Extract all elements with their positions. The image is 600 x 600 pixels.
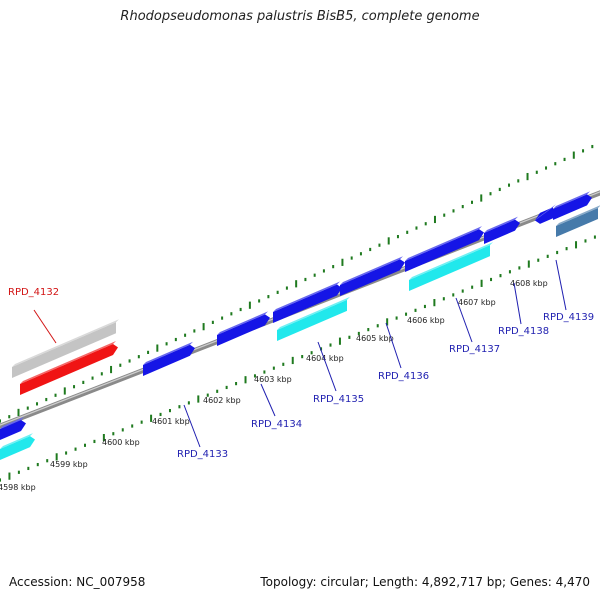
- gene-label-leader: [555, 259, 567, 311]
- kbp-label: 4607 kbp: [458, 298, 496, 307]
- gene-arrow-top: [143, 341, 193, 365]
- genome-summary-text: Topology: circular; Length: 4,892,717 bp…: [260, 575, 590, 589]
- gene-arrow-top: [20, 341, 116, 384]
- gene-label-leader: [183, 404, 201, 448]
- gene-arrow-body: [340, 259, 405, 296]
- gene-arrow-top: [277, 296, 350, 330]
- gene-label: RPD_4132: [8, 287, 59, 298]
- gene-left-upper: [0, 416, 26, 440]
- gene-arrow-top: [553, 191, 590, 209]
- gene-arrow-top: [484, 216, 518, 233]
- gene-upper-2: [405, 226, 484, 272]
- gene-rpd-4139: [556, 205, 600, 237]
- gene-label-leader: [513, 282, 522, 325]
- kbp-label: 4602 kbp: [203, 396, 241, 405]
- gene-label: RPD_4136: [378, 371, 429, 382]
- gene-rpd-4137: [409, 242, 493, 291]
- gene-arrow-top: [409, 242, 493, 280]
- gene-label: RPD_4139: [543, 312, 594, 323]
- gene-arrow-body: [409, 245, 490, 291]
- gene-rpd-4132-gray: [12, 319, 119, 378]
- kbp-label: 4598 kbp: [0, 483, 36, 492]
- kbp-label: 4599 kbp: [50, 460, 88, 469]
- gene-arrow-body: [217, 314, 270, 346]
- gene-label-leader: [33, 309, 57, 344]
- kbp-label: 4608 kbp: [510, 279, 548, 288]
- gene-label-leader: [385, 322, 402, 369]
- gene-label: RPD_4135: [313, 394, 364, 405]
- gene-arrow-top: [405, 226, 482, 261]
- kbp-label: 4604 kbp: [306, 354, 344, 363]
- gene-arrow-top: [0, 416, 24, 429]
- gene-rpd-4134: [217, 311, 270, 346]
- gene-left-lower: [0, 433, 35, 460]
- gene-arrow-top: [12, 319, 119, 367]
- kbp-label: 4605 kbp: [356, 334, 394, 343]
- gene-rpd-4133: [143, 341, 195, 376]
- gene-arrow-top: [340, 256, 403, 285]
- gene-rpd-4139-upper: [553, 191, 592, 220]
- gene-arrow-body: [405, 229, 484, 272]
- gene-upper-1: [273, 281, 342, 323]
- gene-arrow-body: [12, 322, 116, 378]
- gene-arrow-body: [553, 194, 592, 220]
- gene-rpd-4136: [340, 256, 405, 296]
- gene-label-leader: [317, 341, 337, 392]
- gene-rpd-4138-upper: [484, 216, 520, 244]
- gene-arrow-body: [143, 344, 195, 376]
- genome-title: Rhodopseudomonas palustris BisB5, comple…: [120, 9, 480, 24]
- gene-arrow-body: [535, 207, 553, 224]
- gene-rpd-4135: [277, 296, 350, 341]
- accession-text: Accession: NC_007958: [9, 575, 146, 589]
- kbp-label: 4603 kbp: [254, 375, 292, 384]
- gene-arrow-body: [0, 419, 26, 440]
- gene-arrow-top: [556, 205, 600, 226]
- kbp-label: 4600 kbp: [102, 438, 140, 447]
- gene-arrow-body: [556, 207, 598, 237]
- gene-arrow-top: [0, 433, 33, 449]
- gene-arrow-top: [217, 311, 268, 335]
- kbp-label: 4606 kbp: [407, 316, 445, 325]
- gene-label-leader: [260, 383, 276, 417]
- gene-label: RPD_4137: [449, 344, 500, 355]
- gene-label: RPD_4134: [251, 419, 302, 430]
- gene-arrow-body: [20, 344, 118, 395]
- gene-rpd-4132: [20, 341, 118, 395]
- gene-arrow-top: [535, 204, 556, 221]
- gene-arrow-body: [0, 436, 35, 460]
- gene-label: RPD_4138: [498, 326, 549, 337]
- gene-rpd-4138: [535, 204, 556, 224]
- lower-tick-line: [0, 235, 596, 482]
- gene-label-leader: [455, 297, 473, 343]
- gene-arrow-body: [273, 284, 342, 323]
- upper-tick-line: [0, 144, 594, 423]
- gene-label: RPD_4133: [177, 449, 228, 460]
- gene-arrow-top: [273, 281, 340, 312]
- kbp-label: 4601 kbp: [152, 417, 190, 426]
- gene-arrow-body: [484, 219, 520, 244]
- gene-arrow-body: [277, 299, 347, 341]
